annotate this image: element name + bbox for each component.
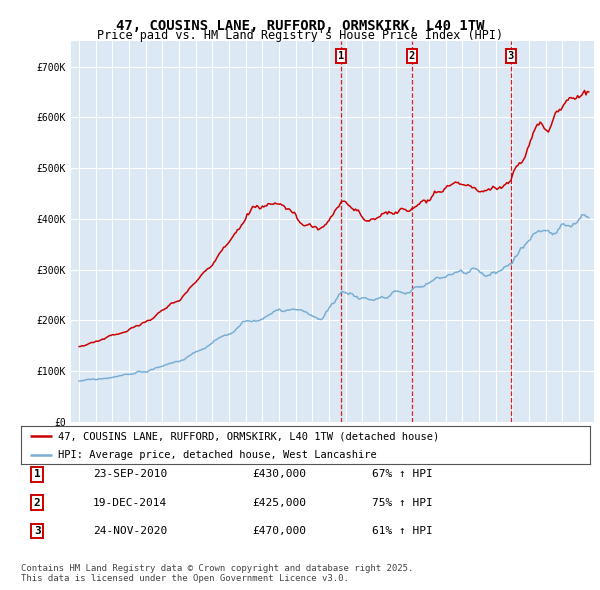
Text: 61% ↑ HPI: 61% ↑ HPI [372,526,433,536]
Text: 1: 1 [338,51,344,61]
Text: £430,000: £430,000 [252,470,306,479]
Text: 67% ↑ HPI: 67% ↑ HPI [372,470,433,479]
Text: 1: 1 [34,470,41,479]
Text: 23-SEP-2010: 23-SEP-2010 [93,470,167,479]
Text: 3: 3 [508,51,514,61]
Text: 19-DEC-2014: 19-DEC-2014 [93,498,167,507]
Text: 47, COUSINS LANE, RUFFORD, ORMSKIRK, L40 1TW: 47, COUSINS LANE, RUFFORD, ORMSKIRK, L40… [116,19,484,33]
Text: 2: 2 [409,51,415,61]
Text: HPI: Average price, detached house, West Lancashire: HPI: Average price, detached house, West… [58,450,377,460]
Text: 75% ↑ HPI: 75% ↑ HPI [372,498,433,507]
Text: 2: 2 [34,498,41,507]
Text: 3: 3 [34,526,41,536]
Text: £470,000: £470,000 [252,526,306,536]
Text: £425,000: £425,000 [252,498,306,507]
Text: 47, COUSINS LANE, RUFFORD, ORMSKIRK, L40 1TW (detached house): 47, COUSINS LANE, RUFFORD, ORMSKIRK, L40… [58,431,439,441]
Text: Price paid vs. HM Land Registry's House Price Index (HPI): Price paid vs. HM Land Registry's House … [97,30,503,42]
Text: Contains HM Land Registry data © Crown copyright and database right 2025.
This d: Contains HM Land Registry data © Crown c… [21,563,413,583]
Text: 24-NOV-2020: 24-NOV-2020 [93,526,167,536]
